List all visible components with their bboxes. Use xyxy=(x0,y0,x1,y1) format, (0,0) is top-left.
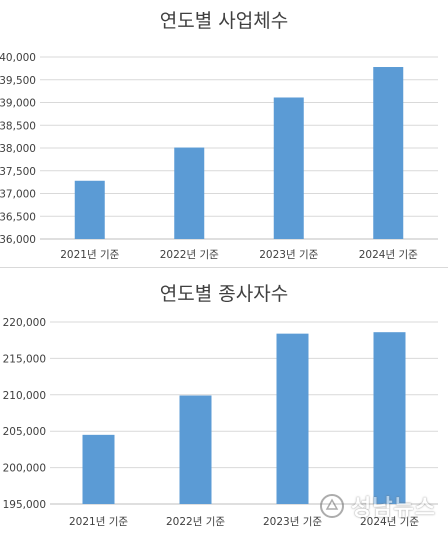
x-axis: 2021년 기준 2022년 기준 2023년 기준 2024년 기준 xyxy=(60,249,418,261)
bars xyxy=(82,332,406,504)
gridlines xyxy=(40,56,438,240)
y-tick-label: 36,000 xyxy=(0,234,36,246)
divider xyxy=(0,267,448,268)
chart-title: 연도별 종사자수 xyxy=(160,283,288,305)
y-tick-label: 37,000 xyxy=(0,189,36,201)
y-tick-label: 210,000 xyxy=(3,390,46,402)
watermark-text: 성남뉴스 xyxy=(351,496,436,521)
bar xyxy=(82,434,115,504)
y-tick-label: 36,500 xyxy=(0,211,36,223)
x-tick-label: 2021년 기준 xyxy=(60,249,119,261)
gridlines xyxy=(50,321,438,505)
bar xyxy=(273,97,304,240)
x-tick-label: 2023년 기준 xyxy=(263,516,322,528)
watermark: 성남뉴스 xyxy=(319,490,436,522)
x-tick-label: 2021년 기준 xyxy=(69,516,128,528)
y-axis: 36,000 36,500 37,000 37,500 38,000 38,500 39,0… xyxy=(0,52,36,246)
y-tick-label: 38,500 xyxy=(0,120,36,132)
y-tick-label: 215,000 xyxy=(3,353,46,365)
bar xyxy=(373,67,404,239)
bar xyxy=(373,332,406,504)
y-tick-label: 220,000 xyxy=(3,317,46,329)
bars xyxy=(74,67,404,240)
x-tick-label: 2023년 기준 xyxy=(259,249,318,261)
employees-chart-svg: 연도별 종사자수 195,000 200,000 205,000 210,000 215… xyxy=(3,283,438,528)
y-tick-label: 39,000 xyxy=(0,98,36,110)
bar xyxy=(174,147,205,239)
y-tick-label: 39,500 xyxy=(0,75,36,87)
x-tick-label: 2024년 기준 xyxy=(359,249,418,261)
x-tick-label: 2022년 기준 xyxy=(160,249,219,261)
x-tick-label: 2024년 기준 xyxy=(360,516,419,528)
bar xyxy=(74,180,105,239)
y-tick-label: 38,000 xyxy=(0,143,36,155)
employees-chart: 연도별 종사자수 195,000 200,000 205,000 210,000 215… xyxy=(0,270,448,536)
y-tick-label: 37,500 xyxy=(0,166,36,178)
chart-title: 연도별 사업체수 xyxy=(160,10,288,32)
establishments-chart: 연도별 사업체수 36,000 36,500 37,000 37,500 38,000 3… xyxy=(0,10,438,261)
y-tick-label: 205,000 xyxy=(3,426,46,438)
logo-icon xyxy=(319,493,345,519)
bar xyxy=(276,333,309,504)
establishments-chart-svg: 연도별 사업체수 36,00036,50037,00037,50038,0003… xyxy=(0,10,438,261)
x-axis: 2021년 기준 2022년 기준 2023년 기준 2024년 기준 xyxy=(69,516,419,528)
y-tick-label: 200,000 xyxy=(3,463,46,475)
x-tick-label: 2022년 기준 xyxy=(166,516,225,528)
bar xyxy=(179,395,212,504)
y-axis: 195,000 200,000 205,000 210,000 215,000 220,0… xyxy=(3,317,46,511)
y-tick-label: 40,000 xyxy=(0,52,36,64)
y-tick-label: 195,000 xyxy=(3,499,46,511)
